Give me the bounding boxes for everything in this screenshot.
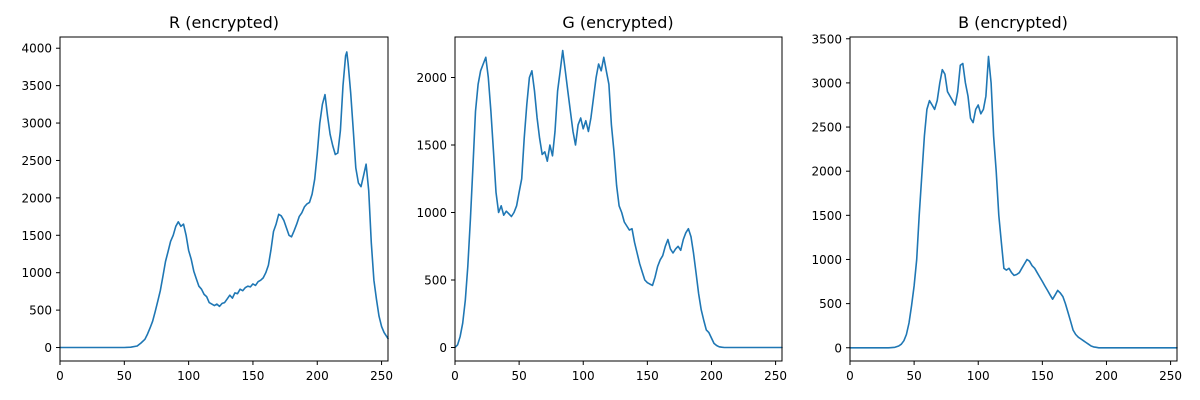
- y-tick-label: 0: [834, 341, 842, 355]
- chart-title: G (encrypted): [562, 13, 673, 32]
- x-tick-label: 250: [370, 369, 393, 383]
- y-tick-label: 1000: [416, 206, 447, 220]
- panel-g: G (encrypted) 0 50 100 150 200 250 0 500 1000 150…: [416, 13, 787, 383]
- y-tick-label: 0: [439, 341, 447, 355]
- y-tick-label: 1500: [811, 209, 842, 223]
- y-tick-label: 1000: [21, 266, 52, 280]
- y-tick-label: 4000: [21, 42, 52, 56]
- x-tick-label: 200: [700, 369, 723, 383]
- axes-frame: [59, 36, 389, 362]
- y-tick-label: 500: [29, 304, 52, 318]
- x-tick-label: 0: [451, 369, 459, 383]
- x-tick-label: 150: [241, 369, 264, 383]
- x-tick-label: 250: [1159, 369, 1182, 383]
- y-tick-label: 500: [424, 274, 447, 288]
- axes-frame: [454, 36, 783, 362]
- y-tick-label: 1500: [416, 139, 447, 153]
- x-tick-label: 200: [306, 369, 329, 383]
- x-tick-label: 50: [906, 369, 921, 383]
- series-line: [59, 51, 389, 349]
- x-tick-label: 250: [764, 369, 787, 383]
- y-tick-label: 1500: [21, 229, 52, 243]
- panel-r: R (encrypted) 0 50 100 150 200 25005001000150…: [21, 13, 393, 383]
- x-tick-label: 50: [117, 369, 132, 383]
- series-line: [849, 55, 1178, 349]
- x-tick-label: 200: [1095, 369, 1118, 383]
- panel-b: B (encrypted) 0 50 100 150 200 25005001000150…: [811, 13, 1182, 383]
- axes-frame: [849, 36, 1178, 362]
- y-tick-label: 2000: [21, 191, 52, 205]
- series-line: [454, 49, 783, 349]
- y-tick-label: 1000: [811, 253, 842, 267]
- y-tick-label: 2500: [811, 121, 842, 135]
- y-tick-label: 3000: [811, 76, 842, 90]
- y-tick-label: 0: [44, 341, 52, 355]
- y-tick-label: 2000: [811, 165, 842, 179]
- y-tick-label: 2500: [21, 154, 52, 168]
- x-tick-label: 150: [1031, 369, 1054, 383]
- x-tick-label: 100: [572, 369, 595, 383]
- y-tick-label: 3500: [811, 32, 842, 46]
- x-tick-label: 150: [636, 369, 659, 383]
- y-tick-label: 2000: [416, 71, 447, 85]
- x-tick-label: 50: [511, 369, 526, 383]
- x-tick-label: 0: [846, 369, 854, 383]
- y-tick-label: 3500: [21, 79, 52, 93]
- y-tick-label: 500: [819, 297, 842, 311]
- x-tick-label: 100: [177, 369, 200, 383]
- y-tick-label: 3000: [21, 117, 52, 131]
- chart-title: B (encrypted): [958, 13, 1068, 32]
- x-tick-label: 0: [56, 369, 64, 383]
- x-tick-label: 100: [967, 369, 990, 383]
- chart-title: R (encrypted): [169, 13, 279, 32]
